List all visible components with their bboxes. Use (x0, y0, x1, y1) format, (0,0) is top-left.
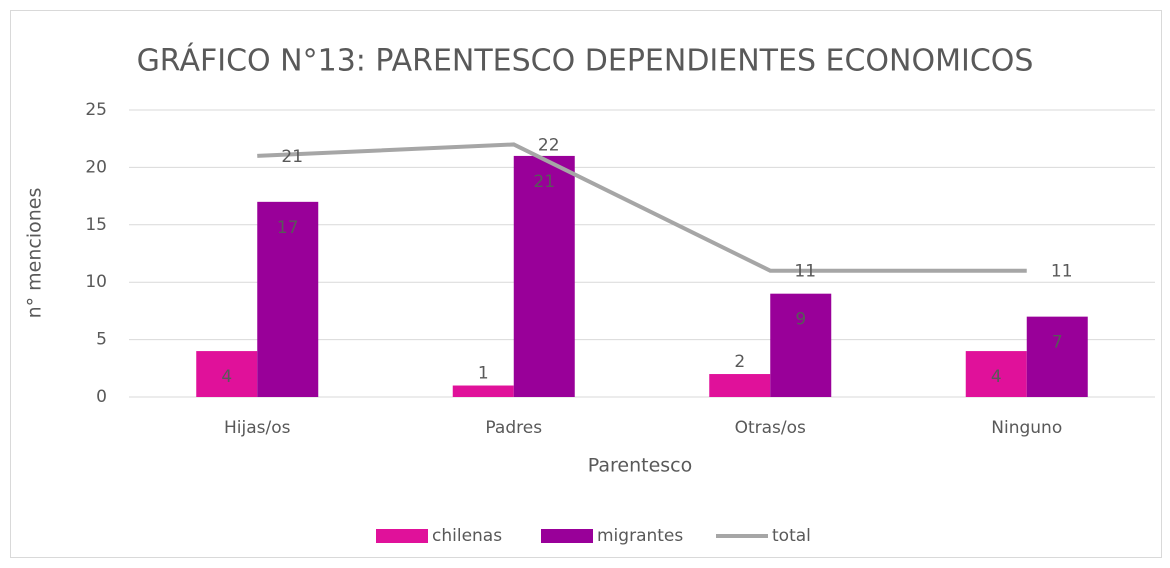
chart-title: GRÁFICO N°13: PARENTESCO DEPENDIENTES EC… (137, 43, 1034, 79)
y-tick-label: 15 (85, 215, 107, 235)
y-tick-label: 20 (85, 157, 107, 177)
bar (196, 351, 258, 397)
data-label: 21 (281, 147, 303, 167)
y-tick-label: 0 (96, 387, 107, 407)
y-tick-label: 25 (85, 100, 107, 120)
data-label: 21 (533, 172, 555, 192)
y-tick-label: 10 (85, 272, 107, 292)
line (257, 142, 1027, 273)
legend-label: chilenas (432, 526, 502, 546)
data-label: 17 (277, 218, 299, 238)
chart-border (10, 10, 1162, 558)
legend-label: migrantes (597, 526, 683, 546)
data-label: 9 (795, 310, 806, 330)
data-label: 7 (1052, 333, 1063, 353)
bar (513, 155, 575, 397)
legend-label: total (772, 526, 811, 546)
data-label: 4 (991, 367, 1002, 387)
legend-swatch (376, 529, 428, 543)
data-label: 2 (734, 352, 745, 372)
data-label: 11 (794, 262, 816, 282)
bar (452, 385, 514, 397)
data-label: 22 (538, 135, 560, 155)
data-label: 4 (221, 367, 232, 387)
bar (770, 293, 832, 397)
bar (709, 374, 771, 397)
y-tick-label: 5 (96, 330, 107, 350)
x-tick-label: Otras/os (735, 418, 806, 438)
legend-swatch (541, 529, 593, 543)
y-axis-label: n° menciones (24, 188, 46, 319)
x-tick-label: Hijas/os (224, 418, 291, 438)
bar (965, 351, 1027, 397)
data-label: 11 (1051, 262, 1073, 282)
bar (257, 201, 319, 397)
data-label: 1 (478, 364, 489, 384)
x-tick-label: Padres (485, 418, 542, 438)
bar (1026, 316, 1088, 397)
x-axis-label: Parentesco (588, 455, 692, 477)
x-tick-label: Ninguno (991, 418, 1062, 438)
